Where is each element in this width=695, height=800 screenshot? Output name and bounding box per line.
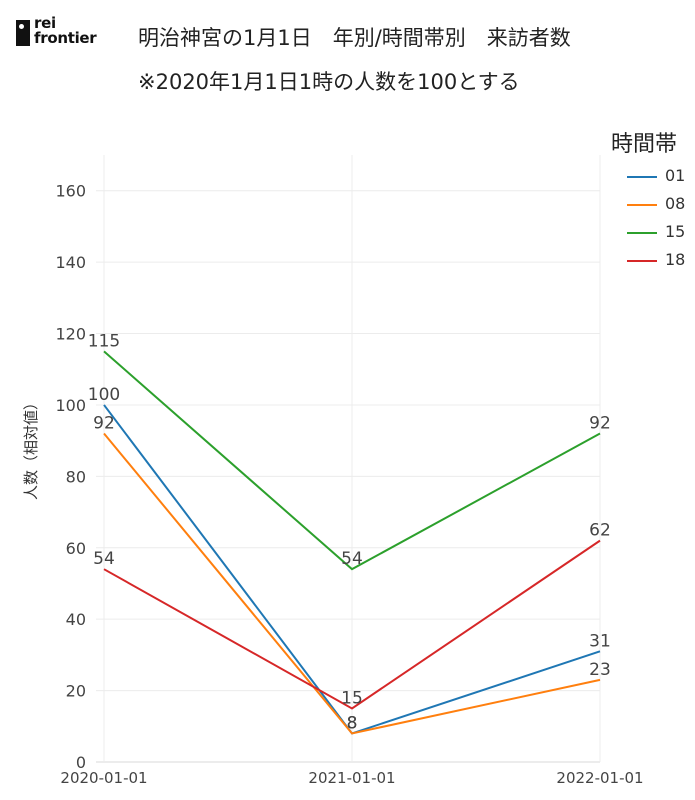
- x-tick-label: 2020-01-01: [60, 769, 147, 787]
- legend-item-08[interactable]: 08: [625, 194, 695, 222]
- legend-label: 18: [665, 250, 686, 269]
- legend-swatch: [627, 204, 657, 206]
- y-tick-label: 20: [66, 682, 86, 701]
- x-tick-label: 2021-01-01: [308, 769, 395, 787]
- y-tick-label: 140: [55, 253, 86, 272]
- legend-item-01[interactable]: 01: [625, 166, 695, 194]
- y-tick-label: 40: [66, 610, 86, 629]
- data-label: 92: [589, 414, 611, 434]
- x-tick-label: 2022-01-01: [556, 769, 643, 787]
- series-line-15: [103, 350, 601, 571]
- series-line-18: [103, 539, 601, 710]
- logo-line-1: rei: [34, 14, 56, 32]
- data-label: 23: [589, 660, 611, 680]
- data-label: 62: [589, 521, 611, 541]
- series-line-08: [103, 432, 601, 735]
- data-label: 100: [88, 385, 120, 405]
- legend: 01 08 15 18: [625, 166, 695, 278]
- chart-subtitle: ※2020年1月1日1時の人数を100とする: [138, 70, 520, 94]
- legend-swatch: [627, 176, 657, 178]
- legend-label: 15: [665, 222, 686, 241]
- y-tick-label: 80: [66, 467, 86, 486]
- data-label: 31: [589, 631, 611, 651]
- data-label: 8: [347, 713, 358, 733]
- rei-frontier-logo: rei frontier: [16, 14, 126, 52]
- legend-title: 時間帯: [611, 132, 678, 157]
- data-label: 54: [341, 549, 363, 569]
- y-tick-label: 120: [55, 325, 86, 344]
- legend-item-15[interactable]: 15: [625, 222, 695, 250]
- chart-title: 明治神宮の1月1日 年別/時間帯別 来訪者数: [138, 26, 571, 50]
- data-label: 115: [88, 331, 120, 351]
- data-label: 54: [93, 549, 115, 569]
- legend-label: 08: [665, 194, 686, 213]
- data-label: 92: [93, 414, 115, 434]
- legend-swatch: [627, 232, 657, 234]
- legend-swatch: [627, 260, 657, 262]
- y-tick-label: 160: [55, 182, 86, 201]
- logo-text: rei frontier: [34, 14, 97, 47]
- y-tick-label: 0: [76, 753, 86, 772]
- logo-mark-icon: [16, 20, 30, 46]
- legend-item-18[interactable]: 18: [625, 250, 695, 278]
- data-label: 15: [341, 688, 363, 708]
- y-tick-label: 100: [55, 396, 86, 415]
- logo-line-2: frontier: [34, 29, 97, 47]
- data-label: 8: [347, 713, 358, 733]
- y-tick-label: 60: [66, 539, 86, 558]
- legend-label: 01: [665, 166, 686, 185]
